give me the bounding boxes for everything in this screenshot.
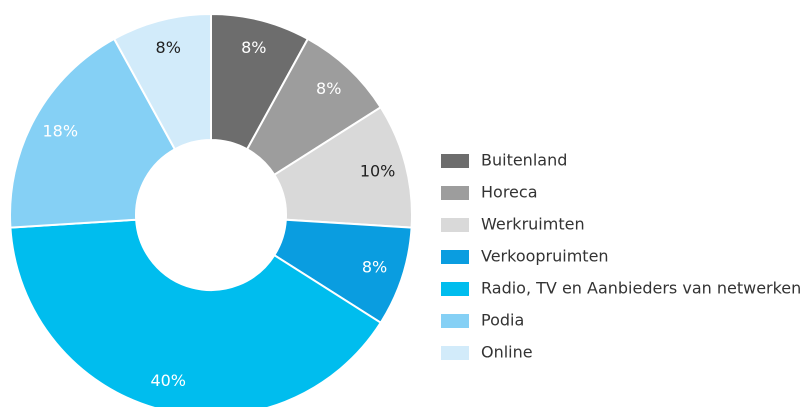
slice: [9, 37, 177, 229]
legend-swatch: [441, 218, 469, 232]
legend-swatch: [441, 282, 469, 296]
legend-label: Podia: [481, 311, 524, 330]
value-label: 8%: [241, 38, 266, 57]
legend-swatch: [441, 346, 469, 360]
legend-label: Radio, TV en Aanbieders van netwerken: [481, 279, 801, 298]
legend-swatch: [441, 186, 469, 200]
value-label: 10%: [360, 162, 396, 181]
legend-label: Verkoopruimten: [481, 247, 609, 266]
slice: [112, 12, 212, 151]
value-label: 8%: [156, 38, 181, 57]
legend-label: Horeca: [481, 183, 538, 202]
slice: [9, 218, 383, 407]
legend-swatch: [441, 250, 469, 264]
value-label: 18%: [42, 122, 78, 141]
value-label: 40%: [150, 371, 186, 390]
legend-label: Online: [481, 343, 533, 362]
legend-label: Buitenland: [481, 151, 567, 170]
value-label: 8%: [316, 79, 341, 98]
legend-swatch: [441, 154, 469, 168]
value-label: 8%: [362, 258, 387, 277]
legend-label: Werkruimten: [481, 215, 585, 234]
legend-swatch: [441, 314, 469, 328]
